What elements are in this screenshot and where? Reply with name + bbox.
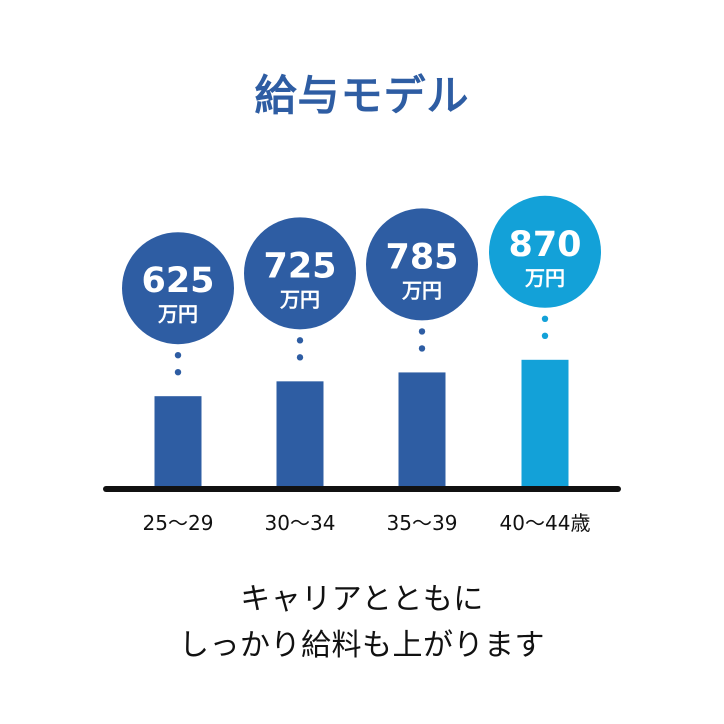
- connector-dot: [541, 315, 549, 323]
- page-title: 給与モデル: [254, 71, 470, 120]
- connector-dot: [418, 345, 426, 352]
- value-bubble-4: [489, 195, 601, 308]
- value-bubble-2: [244, 217, 356, 330]
- bar-2: [276, 381, 324, 489]
- connector-dot: [174, 368, 182, 376]
- x-tick-label-2: 30〜34: [265, 511, 336, 535]
- data-label-2: 725: [263, 246, 336, 286]
- bar-3: [398, 372, 446, 489]
- data-unit-label-4: 万円: [524, 266, 565, 290]
- connector-dot: [174, 351, 182, 359]
- connector-dot: [541, 332, 549, 340]
- bar-1: [154, 396, 202, 489]
- connector-dot: [296, 354, 304, 361]
- caption-line-1: キャリアとともに: [240, 582, 484, 617]
- data-label-4: 870: [508, 225, 581, 265]
- x-tick-label-3: 35〜39: [387, 511, 458, 535]
- bar-4: [521, 359, 569, 489]
- value-bubble-3: [366, 208, 478, 321]
- x-tick-label-4: 40〜44歳: [500, 511, 591, 535]
- x-tick-label-1: 25〜29: [143, 511, 214, 535]
- data-unit-label-3: 万円: [401, 278, 442, 302]
- data-label-3: 785: [385, 237, 458, 277]
- connector-dot: [418, 328, 426, 335]
- connector-dot: [296, 337, 304, 344]
- data-label-1: 625: [141, 261, 214, 301]
- data-unit-label-2: 万円: [279, 287, 320, 311]
- value-bubble-1: [122, 232, 234, 345]
- caption-line-2: しっかり給料も上がります: [179, 628, 545, 663]
- data-unit-label-1: 万円: [157, 302, 198, 326]
